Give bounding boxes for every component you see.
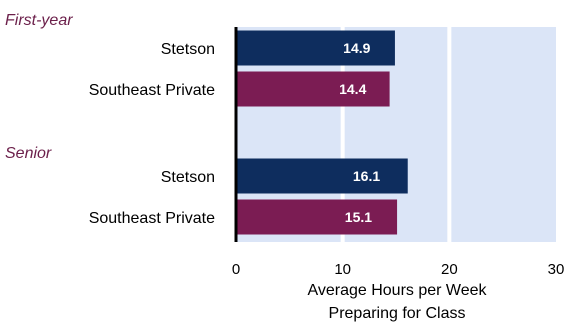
category-labels: Stetson Southeast Private Stetson Southeast… bbox=[89, 41, 215, 227]
tick-label-0: 0 bbox=[232, 261, 240, 278]
bars bbox=[236, 30, 408, 235]
category-label-1-0: Stetson bbox=[161, 169, 215, 186]
bar-1-0 bbox=[236, 158, 408, 194]
bar-1-1 bbox=[236, 199, 398, 235]
category-label-1-1: Southeast Private bbox=[89, 210, 215, 227]
category-label-0-0: Stetson bbox=[161, 41, 215, 58]
data-label-0-1: 14.4 bbox=[339, 81, 366, 97]
data-label-1-1: 15.1 bbox=[345, 209, 372, 225]
x-tick-labels: 0 10 20 30 bbox=[232, 261, 565, 278]
bar-0-0 bbox=[236, 30, 395, 66]
data-labels: 14.9 14.4 16.1 15.1 bbox=[339, 40, 380, 225]
tick-label-10: 10 bbox=[334, 261, 351, 278]
group-label-0: First-year bbox=[5, 12, 73, 29]
tick-label-30: 30 bbox=[548, 261, 565, 278]
data-label-1-0: 16.1 bbox=[353, 168, 380, 184]
group-label-1: Senior bbox=[5, 145, 52, 162]
bar-0-1 bbox=[236, 71, 390, 107]
data-label-0-0: 14.9 bbox=[343, 40, 370, 56]
category-label-0-1: Southeast Private bbox=[89, 82, 215, 99]
group-labels: First-year Senior bbox=[5, 12, 73, 162]
x-axis-title-line-1: Average Hours per Week bbox=[307, 282, 487, 299]
x-axis-title-line-2: Preparing for Class bbox=[329, 305, 466, 322]
tick-label-20: 20 bbox=[441, 261, 458, 278]
